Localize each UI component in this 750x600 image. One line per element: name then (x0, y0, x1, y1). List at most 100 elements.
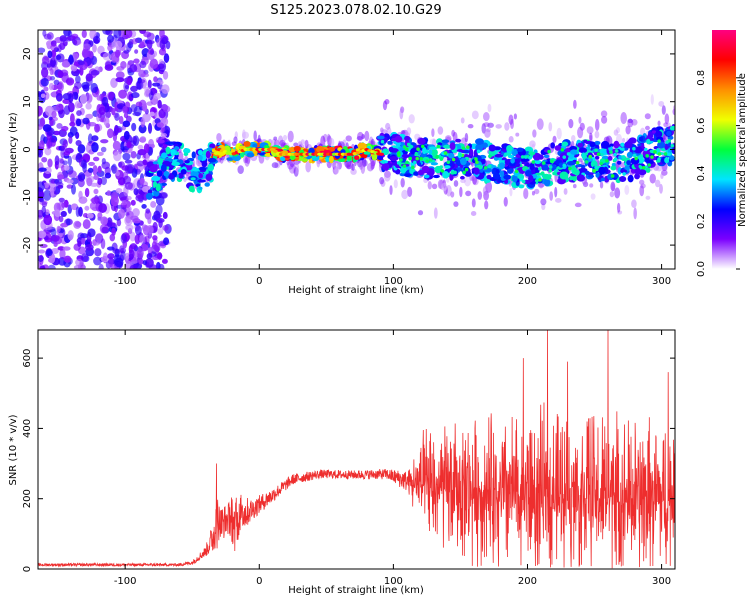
halo-blob (477, 191, 483, 200)
halo-blob (645, 195, 651, 200)
noise-blob (61, 202, 66, 209)
signal-blob (243, 141, 251, 147)
noise-blob (124, 159, 133, 164)
signal-blob (648, 159, 654, 165)
signal-blob (493, 172, 501, 180)
noise-blob (142, 259, 148, 266)
noise-blob (120, 61, 127, 69)
halo-blob (233, 136, 238, 144)
noise-blob (63, 164, 70, 171)
snr-ytick-label: 200 (22, 489, 33, 508)
noise-blob (129, 264, 138, 269)
halo-blob (460, 178, 466, 184)
speckle-blob (381, 160, 386, 164)
halo-blob (639, 185, 645, 197)
speckle-blob (461, 146, 466, 151)
noise-blob (138, 258, 144, 265)
signal-blob (394, 135, 403, 143)
noise-blob (69, 126, 78, 136)
signal-blob (205, 150, 211, 159)
spectrogram-heatmap (38, 30, 675, 269)
halo-blob (495, 124, 502, 129)
halo-blob (408, 114, 415, 124)
noise-blob (115, 71, 125, 79)
noise-blob (152, 82, 161, 87)
core-blob (213, 151, 219, 155)
signal-blob (180, 169, 187, 175)
noise-blob (100, 139, 109, 144)
noise-blob (157, 227, 164, 235)
speckle-blob (614, 149, 619, 153)
signal-blob (151, 175, 161, 182)
signal-blob (401, 154, 410, 159)
noise-blob (125, 224, 134, 231)
noise-blob (66, 179, 74, 184)
noise-blob (102, 30, 111, 35)
speckle-blob (548, 168, 553, 173)
noise-blob (81, 159, 88, 169)
halo-blob (399, 108, 404, 120)
noise-blob (122, 152, 131, 161)
signal-blob (606, 144, 611, 148)
noise-blob (40, 93, 46, 99)
signal-blob (165, 141, 175, 145)
noise-blob (131, 136, 138, 145)
noise-blob (55, 181, 64, 188)
noise-blob (114, 257, 124, 268)
noise-blob (112, 140, 121, 151)
signal-blob (198, 167, 207, 171)
noise-blob (132, 208, 140, 217)
noise-blob (107, 34, 114, 43)
halo-blob (351, 163, 355, 171)
halo-blob (515, 132, 520, 137)
noise-blob (46, 249, 53, 257)
speckle-blob (405, 147, 409, 152)
speckle-blob (514, 169, 519, 174)
speckle-blob (632, 153, 637, 158)
signal-blob (550, 142, 556, 149)
noise-blob (140, 73, 150, 78)
signal-blob (149, 165, 158, 173)
signal-blob (377, 155, 384, 161)
speckle-blob (412, 160, 417, 165)
noise-blob (82, 84, 90, 92)
signal-blob (518, 184, 525, 189)
noise-blob (84, 243, 94, 251)
noise-blob (43, 86, 49, 92)
noise-blob (62, 246, 71, 251)
noise-blob (40, 77, 49, 87)
noise-blob (49, 68, 54, 76)
noise-blob (106, 91, 115, 101)
noise-blob (98, 263, 104, 269)
noise-blob (150, 201, 157, 208)
halo-blob (625, 125, 631, 135)
halo-blob (654, 179, 661, 188)
speckle-blob (450, 171, 455, 175)
halo-blob (453, 201, 459, 207)
noise-blob (60, 210, 67, 218)
noise-blob (130, 199, 136, 206)
signal-blob (569, 149, 578, 155)
speckle-blob (443, 151, 448, 155)
signal-blob (584, 170, 590, 175)
signal-blob (581, 152, 586, 159)
noise-blob (110, 195, 119, 207)
halo-blob (548, 122, 553, 132)
noise-blob (60, 222, 69, 228)
noise-blob (101, 96, 109, 107)
signal-blob (561, 141, 569, 147)
signal-blob (588, 174, 595, 178)
noise-blob (103, 252, 108, 262)
spectrogram-xtick-label: 100 (384, 276, 403, 287)
speckle-blob (548, 174, 552, 178)
signal-blob (161, 152, 168, 159)
halo-blob (304, 139, 309, 149)
halo-blob (577, 126, 584, 139)
speckle-blob (538, 178, 542, 182)
noise-blob (121, 200, 127, 206)
noise-blob (146, 39, 153, 50)
noise-blob (155, 218, 165, 223)
noise-blob (38, 181, 45, 192)
noise-blob (91, 135, 99, 142)
noise-blob (53, 202, 61, 213)
